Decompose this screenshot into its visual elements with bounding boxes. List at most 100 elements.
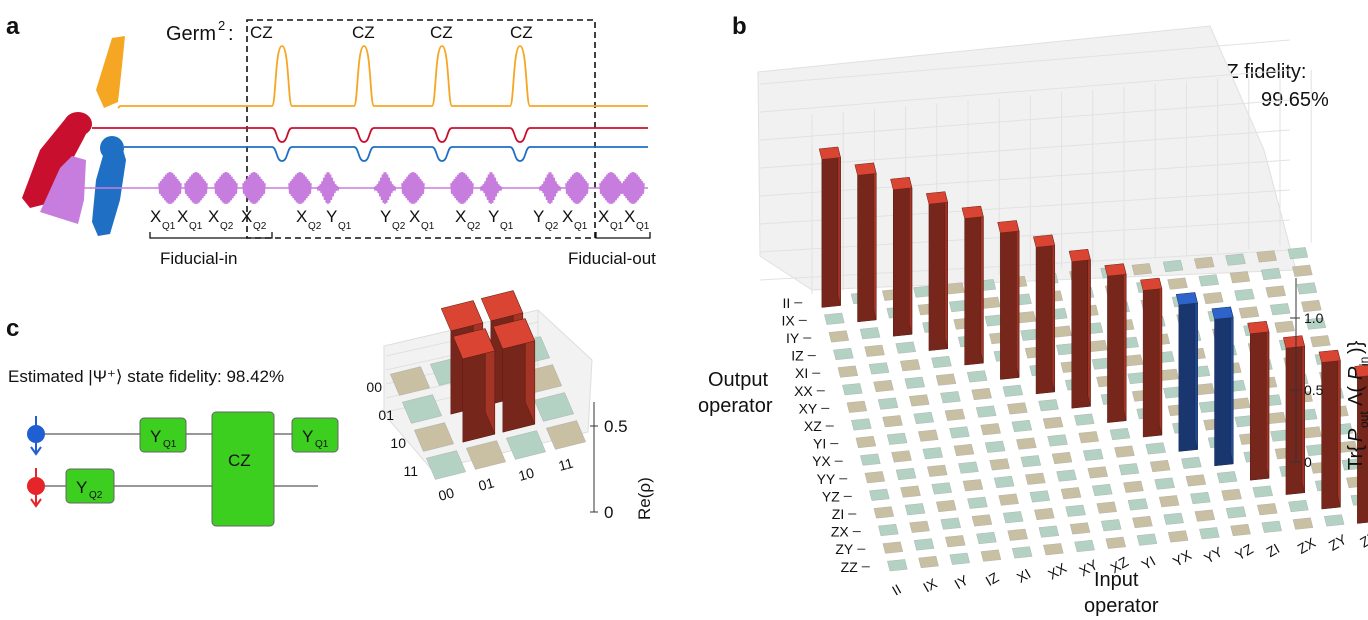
bar-top-face: [1318, 349, 1341, 363]
output-tick-label: XI: [795, 365, 808, 381]
floor-tile: [869, 488, 890, 501]
chart-c-bars: [440, 290, 536, 443]
z-tick-label: 0.5: [604, 417, 628, 436]
input-tick-label: YI: [1139, 553, 1158, 573]
input-tick-label: IZ: [983, 569, 1002, 589]
gate-y-q1-first: [139, 417, 187, 453]
bar-YI-YI: [1104, 263, 1127, 423]
floor-tile: [1225, 253, 1246, 266]
floor-tile: [1265, 285, 1286, 298]
pulse-label-x: X: [409, 207, 420, 226]
input-tick-label: ZI: [1264, 540, 1283, 560]
bar-YX-YX: [1140, 277, 1163, 438]
floor-tile: [1199, 527, 1220, 540]
floor-tile: [833, 348, 854, 360]
floor-tile: [1257, 503, 1278, 516]
floor-tile: [1162, 260, 1184, 272]
bar-II-II: [818, 146, 841, 308]
wall-grid-line: [759, 219, 1291, 253]
drive-pulse: [538, 172, 562, 205]
floor-tile: [1020, 455, 1042, 468]
output-tick-label: XZ: [804, 418, 822, 434]
floor-tile: [851, 418, 872, 431]
floor-tile: [837, 365, 859, 378]
pulse-label-sub: Q2: [545, 221, 559, 232]
floor-tile: [971, 514, 993, 527]
floor-tile: [1096, 501, 1117, 514]
floor-tile: [1274, 320, 1295, 333]
floor-tile: [949, 552, 970, 565]
floor-tile: [534, 392, 574, 422]
floor-tile: [1038, 525, 1060, 538]
floor-tile: [1042, 416, 1064, 429]
floor-tile: [1074, 540, 1095, 552]
bar-top-face: [492, 318, 536, 350]
pulse-label-y: Y: [533, 207, 544, 226]
floor-tile: [931, 482, 952, 495]
bar-side-face: [1230, 306, 1234, 464]
wall-grid-line: [759, 189, 1291, 225]
z-label-prefix: Tr{: [1345, 445, 1367, 470]
output-tick-label: IZ: [791, 348, 804, 364]
floor-tile: [944, 408, 966, 421]
control-lines: [92, 45, 648, 162]
output-tick-label: IX: [782, 312, 796, 328]
bar-side-face: [1087, 249, 1091, 407]
floor-tile: [877, 397, 899, 410]
bar-top-face: [890, 176, 913, 190]
gate-cz: [211, 411, 275, 527]
floor-tile: [940, 391, 961, 404]
z-label-p-out: P: [1345, 428, 1367, 442]
z-label-lambda: Λ(: [1345, 386, 1367, 406]
qubit1-silhouette: [22, 118, 92, 208]
floor-tile: [918, 556, 939, 568]
floor-tile: [1310, 335, 1331, 348]
qubit1-line: [92, 127, 648, 143]
floor-tile: [859, 327, 881, 340]
floor-tile: [1051, 452, 1073, 464]
floor-tile: [1221, 488, 1242, 501]
floor-tile: [909, 520, 930, 533]
floor-tile: [975, 405, 997, 418]
rho-bar-10-10: [492, 318, 536, 433]
floor-tile: [864, 344, 885, 357]
floor-tile: [904, 376, 925, 389]
floor-tile: [1203, 292, 1224, 304]
drive-pulse: [621, 172, 645, 205]
col-tick-label: 10: [517, 464, 536, 484]
floor-tile: [1065, 504, 1086, 517]
bar-top-face: [1282, 335, 1305, 349]
cz-labels: CZ CZ CZ CZ: [250, 23, 533, 42]
floor-tile: [1216, 471, 1238, 484]
input-tick-label: ZY: [1326, 531, 1350, 554]
pulse-label-x: X: [455, 207, 466, 226]
z-tick-label: 1.0: [1304, 310, 1324, 326]
circuit: Y Q1 Y Q2 CZ Y Q1: [27, 411, 339, 527]
floor-tile: [984, 440, 1006, 453]
z-tick-label: 0: [604, 503, 613, 522]
bar-top-face: [854, 162, 877, 176]
floor-tile: [998, 493, 1019, 506]
gate-y-q1-second: [291, 417, 339, 453]
floor-tile: [855, 436, 877, 448]
fiducial-in-bracket: [149, 232, 273, 239]
pulse-label-y: Y: [488, 207, 499, 226]
floor-tile: [886, 432, 908, 445]
floor-tile: [1078, 431, 1099, 444]
bar-IX-IX: [854, 162, 877, 323]
floor-tile: [1038, 399, 1059, 412]
floor-tile: [1296, 282, 1318, 295]
gate-y3-label: Y: [302, 427, 313, 446]
germ-colon: :: [228, 23, 234, 45]
floor-tile: [913, 412, 934, 424]
floor-tile: [900, 359, 921, 372]
floor-tile: [1167, 277, 1188, 290]
bar-top-face: [1104, 263, 1127, 277]
pulse-label-x: X: [296, 207, 307, 226]
floor-tile: [402, 394, 442, 424]
pulse-label-sub: Q1: [338, 221, 352, 232]
floor-tile: [1002, 384, 1024, 397]
floor-tile: [1043, 543, 1064, 556]
floor-tile: [895, 341, 916, 354]
